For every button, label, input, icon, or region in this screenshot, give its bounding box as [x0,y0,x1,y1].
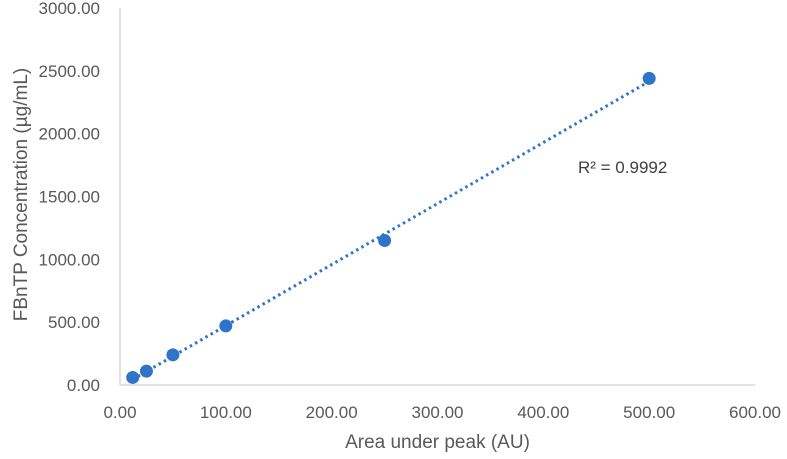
y-tick-label: 2500.00 [39,62,100,81]
data-point [166,348,180,362]
y-axis-title: FBnTP Concentration (µg/mL) [11,68,32,321]
y-tick-label: 3000.00 [39,0,100,18]
data-point [139,364,153,378]
y-tick-label: 1000.00 [39,250,100,269]
x-tick-label: 400.00 [517,403,569,422]
data-points [126,71,656,384]
x-tick-label: 600.00 [729,403,781,422]
x-tick-label: 200.00 [306,403,358,422]
data-point [642,71,656,85]
y-tick-label: 2000.00 [39,125,100,144]
x-tick-label: 100.00 [200,403,252,422]
x-tick-label: 300.00 [412,403,464,422]
data-point [219,319,233,333]
y-tick-label: 500.00 [48,313,100,332]
data-point [126,370,140,384]
y-tick-label: 1500.00 [39,188,100,207]
r-squared-annotation: R² = 0.9992 [578,158,667,177]
x-tick-label: 500.00 [623,403,675,422]
x-tick-label: 0.00 [103,403,136,422]
trendline [131,80,650,381]
x-tick-labels: 0.00 100.00 200.00 300.00 400.00 500.00 600.00 [103,403,781,422]
data-point [378,233,392,247]
y-tick-labels: 0.00 500.00 1000.00 1500.00 2000.00 2500.00 30… [39,0,100,395]
y-tick-label: 0.00 [67,376,100,395]
x-axis-title: Area under peak (AU) [345,432,530,453]
